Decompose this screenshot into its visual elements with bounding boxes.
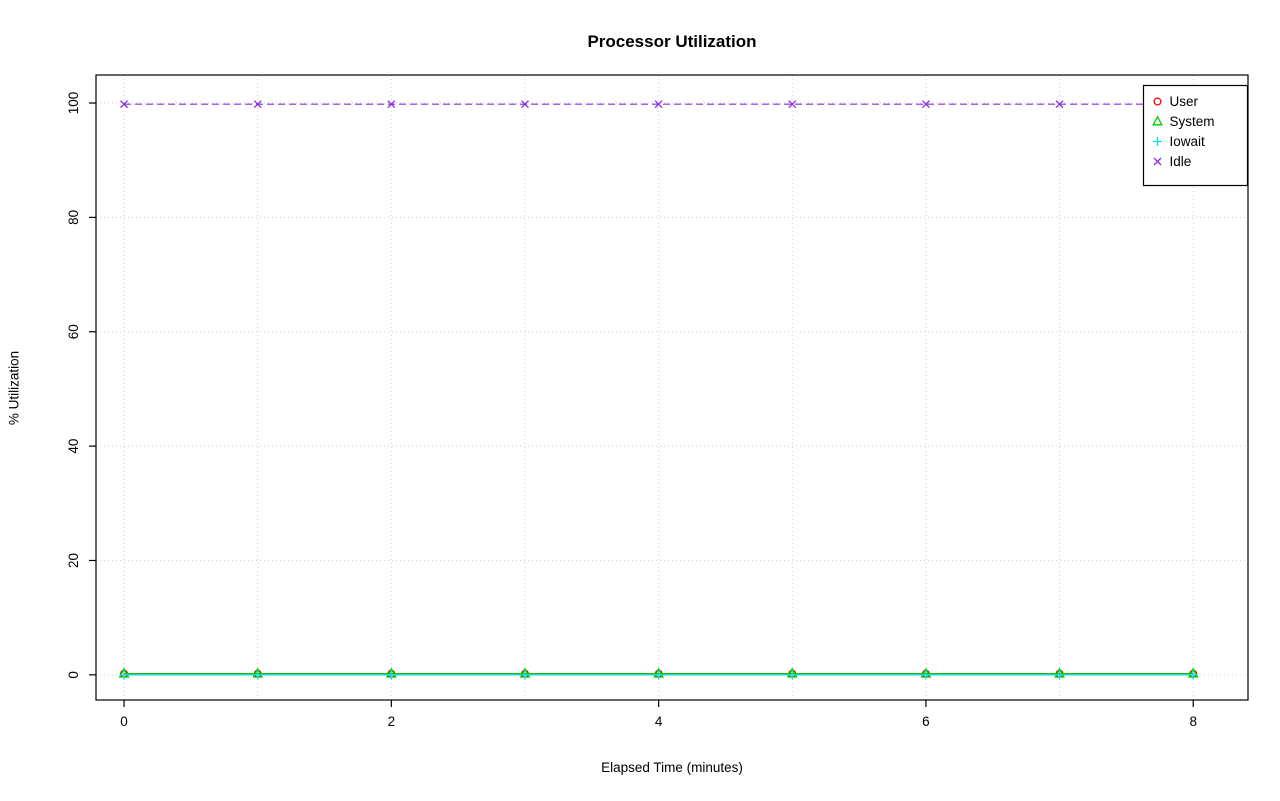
legend-label: Iowait <box>1170 134 1206 149</box>
chart-title: Processor Utilization <box>587 32 757 51</box>
series-iowait <box>119 670 1198 680</box>
y-tick-label: 40 <box>66 439 81 454</box>
legend-label: Idle <box>1170 154 1192 169</box>
x-tick-label: 2 <box>388 714 396 729</box>
series-idle <box>120 100 1198 109</box>
y-tick-label: 100 <box>66 92 81 115</box>
y-tick-label: 20 <box>66 553 81 568</box>
x-axis-label: Elapsed Time (minutes) <box>601 760 743 775</box>
gridlines <box>96 75 1248 700</box>
x-tick-label: 8 <box>1189 714 1197 729</box>
legend-label: User <box>1170 94 1199 109</box>
y-tick-label: 0 <box>66 671 81 679</box>
y-tick-label: 60 <box>66 324 81 339</box>
legend-item-idle: Idle <box>1153 154 1192 169</box>
x-tick-label: 0 <box>120 714 128 729</box>
y-tick-label: 80 <box>66 210 81 225</box>
plot-box <box>95 74 1249 701</box>
x-tick-label: 6 <box>922 714 930 729</box>
legend-label: System <box>1170 114 1215 129</box>
legend-item-iowait: Iowait <box>1153 134 1205 149</box>
legend-item-system: System <box>1152 114 1215 129</box>
x-tick-label: 4 <box>655 714 663 729</box>
legend-item-user: User <box>1153 94 1199 109</box>
y-axis-label: % Utilization <box>6 350 22 426</box>
legend: User System Iowait Idle <box>1142 84 1249 187</box>
